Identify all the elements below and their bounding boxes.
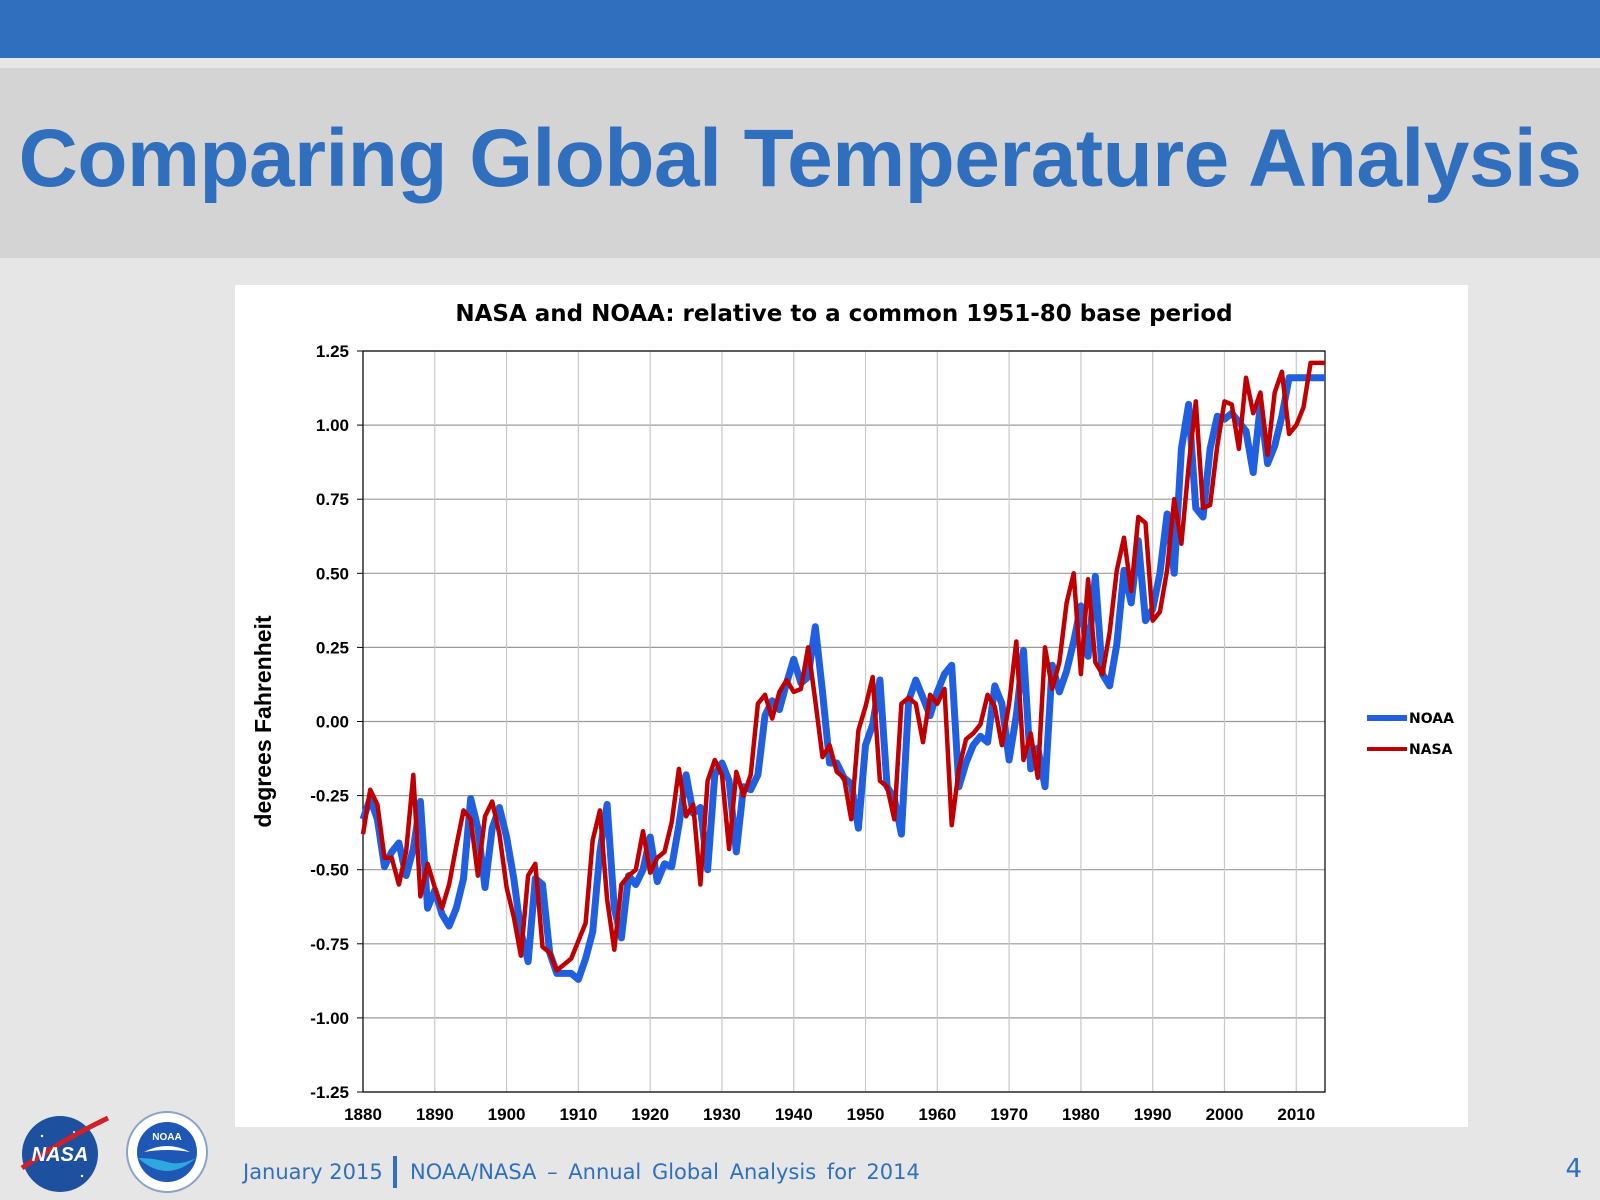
- temperature-chart: NASA and NOAA: relative to a common 1951…: [250, 301, 1454, 1124]
- y-tick-label: -0.50: [310, 861, 349, 880]
- x-tick-label: 1890: [416, 1105, 454, 1124]
- y-tick-label: 0.25: [316, 638, 349, 657]
- x-tick-label: 1920: [631, 1105, 669, 1124]
- x-tick-label: 1950: [847, 1105, 885, 1124]
- y-tick-label: -1.25: [310, 1083, 349, 1102]
- footer-divider: [393, 1156, 397, 1188]
- x-tick-label: 1960: [918, 1105, 956, 1124]
- legend-label-nasa: NASA: [1409, 742, 1453, 758]
- x-tick-label: 1940: [775, 1105, 813, 1124]
- footer-date: January 2015: [243, 1160, 383, 1184]
- series-line-nasa: [360, 360, 1325, 973]
- x-tick-label: 1910: [559, 1105, 597, 1124]
- legend-label-noaa: NOAA: [1409, 711, 1454, 727]
- nasa-logo: NASA: [20, 1115, 110, 1192]
- x-tick-label: 2010: [1277, 1105, 1315, 1124]
- footer-text: NOAA/NASA – Annual Global Analysis for 2…: [410, 1160, 920, 1184]
- top-accent-bar: [0, 0, 1600, 58]
- nasa-logo-text: NASA: [32, 1144, 89, 1166]
- y-tick-label: -0.75: [310, 935, 349, 954]
- x-tick-label: 1900: [488, 1105, 526, 1124]
- x-tick-label: 1980: [1062, 1105, 1100, 1124]
- noaa-logo-text: NOAA: [152, 1132, 181, 1143]
- x-tick-label: 1880: [344, 1105, 382, 1124]
- y-tick-label: 0.75: [316, 490, 349, 509]
- chart-panel: NASA and NOAA: relative to a common 1951…: [235, 285, 1468, 1127]
- title-band: [0, 68, 1600, 258]
- chart-title: NASA and NOAA: relative to a common 1951…: [455, 301, 1232, 327]
- plot-frame: [362, 350, 1326, 1093]
- page-number: 4: [1565, 1154, 1582, 1184]
- y-tick-label: 0.50: [316, 564, 349, 583]
- y-axis-label: degrees Fahrenheit: [250, 615, 276, 828]
- slide-title: Comparing Global Temperature Analysis: [18, 113, 1582, 204]
- x-tick-label: 2000: [1206, 1105, 1244, 1124]
- x-tick-label: 1990: [1134, 1105, 1172, 1124]
- y-tick-label: 1.25: [316, 342, 349, 361]
- y-tick-label: 1.00: [316, 416, 349, 435]
- x-tick-label: 1930: [703, 1105, 741, 1124]
- y-tick-label: -0.25: [310, 787, 349, 806]
- y-tick-label: -1.00: [310, 1009, 349, 1028]
- noaa-logo: NOAA: [126, 1111, 208, 1193]
- y-tick-label: 0.00: [316, 713, 349, 732]
- x-tick-label: 1970: [990, 1105, 1028, 1124]
